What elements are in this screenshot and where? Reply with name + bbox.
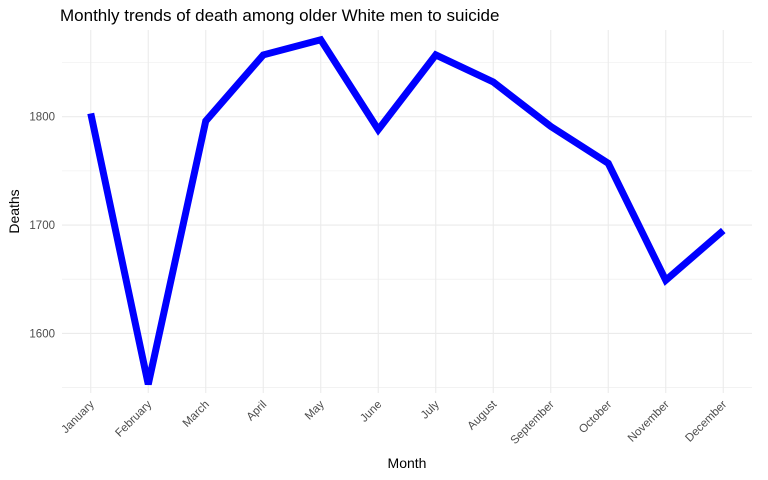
series-group bbox=[87, 35, 726, 386]
x-axis-ticks: January February March April May June July Augu… bbox=[59, 398, 729, 447]
x-tick-label: January bbox=[59, 398, 97, 436]
x-tick-label: June bbox=[358, 399, 384, 425]
grid bbox=[62, 30, 752, 393]
chart-title: Monthly trends of death among older Whit… bbox=[60, 6, 500, 25]
x-tick-label: August bbox=[466, 398, 500, 432]
x-tick-label: September bbox=[509, 399, 557, 447]
x-tick-label: November bbox=[626, 399, 672, 445]
x-tick-label: April bbox=[245, 399, 270, 424]
x-tick-label: December bbox=[683, 399, 729, 445]
y-tick-label: 1800 bbox=[29, 112, 55, 124]
x-tick-label: July bbox=[419, 398, 442, 421]
x-tick-label: May bbox=[303, 398, 327, 422]
x-axis-title: Month bbox=[388, 455, 427, 471]
x-tick-label: March bbox=[181, 399, 212, 430]
series-line bbox=[87, 35, 726, 386]
y-axis-ticks: 1600 1700 1800 bbox=[29, 112, 55, 341]
y-tick-label: 1600 bbox=[29, 328, 55, 340]
y-axis-title: Deaths bbox=[6, 189, 22, 233]
x-tick-label: October bbox=[577, 399, 615, 437]
x-tick-label: February bbox=[113, 398, 154, 439]
y-tick-label: 1700 bbox=[29, 220, 55, 232]
